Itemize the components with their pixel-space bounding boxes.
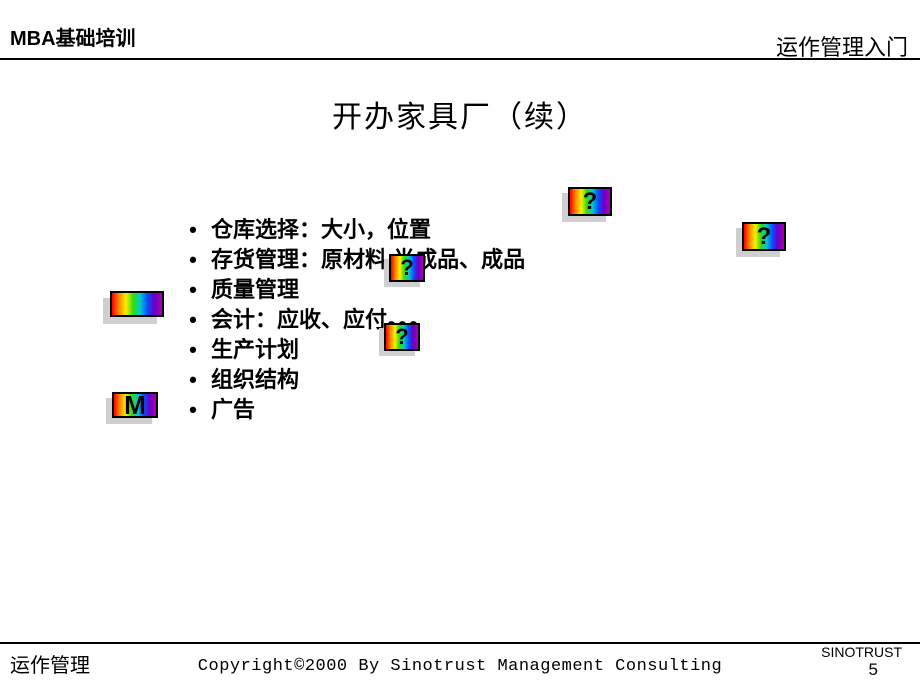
question-icon: ? xyxy=(568,187,612,216)
slide-title: 开办家具厂（续） xyxy=(0,92,920,136)
footer-brand: SINOTRUST xyxy=(821,644,902,660)
header-left-text: MBA基础培训 xyxy=(10,22,136,51)
bullet-item: 仓库选择：大小，位置 xyxy=(175,215,525,245)
question-icon: ? xyxy=(742,222,786,251)
slide: MBA基础培训 运作管理入门 开办家具厂（续） 仓库选择：大小，位置 存货管理：… xyxy=(0,0,920,690)
rule-bottom xyxy=(0,642,920,644)
bullet-item: 组织结构 xyxy=(175,365,525,395)
bullet-item: 广告 xyxy=(175,395,525,425)
question-icon: ? xyxy=(389,254,425,282)
bullet-item: 存货管理：原材料 半成品、成品 xyxy=(175,245,525,275)
bullet-item: 生产计划 xyxy=(175,335,525,365)
header: MBA基础培训 运作管理入门 xyxy=(0,0,920,58)
m-icon: M xyxy=(112,392,158,418)
footer-page-number: 5 xyxy=(869,660,878,680)
rule-top xyxy=(0,58,920,60)
bullet-item: 会计：应收、应付。。。 xyxy=(175,305,525,335)
question-icon: ? xyxy=(384,323,420,351)
footer-center: Copyright©2000 By Sinotrust Management C… xyxy=(0,657,920,676)
bullet-item: 质量管理 xyxy=(175,275,525,305)
rainbow-icon xyxy=(110,291,164,317)
bullet-list: 仓库选择：大小，位置 存货管理：原材料 半成品、成品 质量管理 会计：应收、应付… xyxy=(175,215,525,425)
